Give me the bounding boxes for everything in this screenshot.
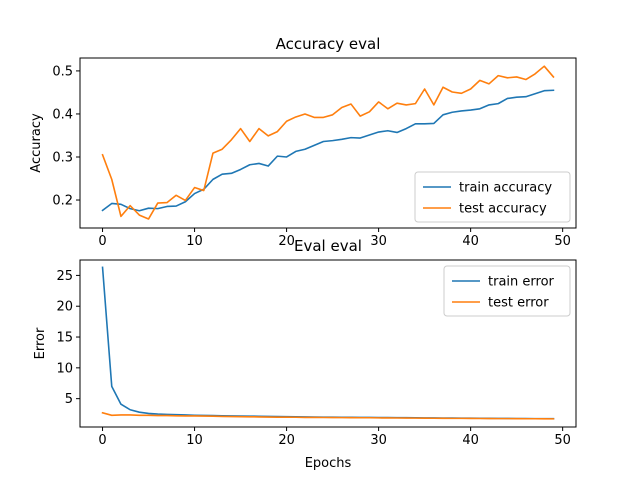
axes-frame [79,259,577,428]
x-tick-label: 40 [462,234,479,249]
chart-title: Eval eval [294,237,362,255]
legend-label: test error [488,296,549,311]
chart-panel-2: 0 10 20 30 40 50 5 10 15 20 25 Eval eval Error Epochs… [33,237,577,471]
x-tick-label: 30 [370,433,387,448]
x-tick-label: 50 [554,433,571,448]
x-tick-label: 50 [554,234,571,249]
y-tick-label: 20 [56,300,73,315]
legend-label: train error [488,275,555,290]
legend-label: test accuracy [459,202,547,217]
legend-box [443,265,571,317]
y-tick-label: 0.4 [52,107,73,122]
chart-panel-1: 0 10 20 30 40 50 0.2 0.3 0.4 0.5 Accuracy eval Accu… [29,35,577,249]
series-line-test-accuracy [101,65,555,220]
y-tick-label: 0.2 [52,194,73,209]
x-tick-label: 20 [278,234,295,249]
x-tick-label: 20 [278,433,295,448]
x-tick-label: 0 [98,234,106,249]
x-tick-label: 40 [462,433,479,448]
y-tick-label: 25 [56,269,73,284]
chart-title: Accuracy eval [276,35,381,53]
y-tick-label: 0.5 [52,64,73,79]
y-axis-title: Error [33,327,48,359]
y-tick-label: 0.3 [52,150,73,165]
y-axis-title: Accuracy [29,113,44,173]
legend: train error test error [443,265,571,317]
x-axis-title: Epochs [305,456,352,471]
axes-frame [79,57,577,229]
y-tick-label: 15 [56,331,73,346]
x-tick-label: 30 [370,234,387,249]
y-tick-label: 10 [56,361,73,376]
x-tick-label: 10 [186,234,203,249]
y-tick-label: 5 [65,392,73,407]
legend: train accuracy test accuracy [414,171,571,223]
series-line-train-accuracy [101,89,555,212]
legend-box [414,171,571,223]
series-line-test-error [101,411,555,420]
x-tick-label: 10 [186,433,203,448]
x-tick-label: 0 [98,433,106,448]
legend-label: train accuracy [459,181,552,196]
